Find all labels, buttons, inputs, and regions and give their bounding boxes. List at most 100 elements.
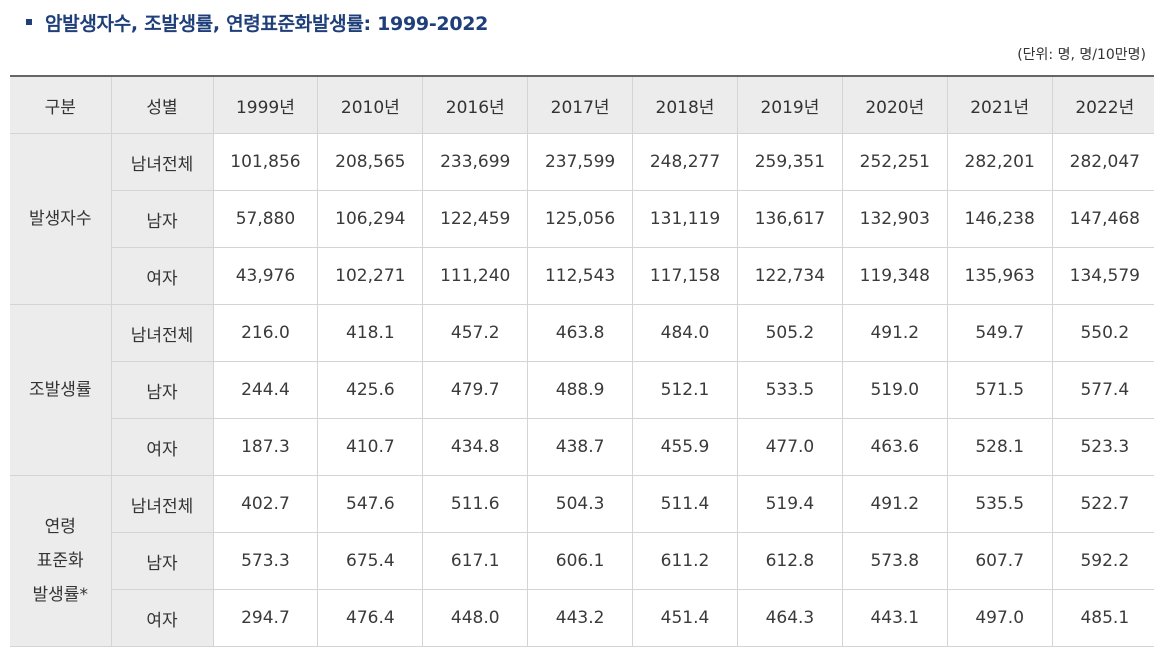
value-cell: 443.1 [841,589,948,647]
value-cell: 512.1 [632,361,738,419]
value-cell: 132,903 [841,190,948,248]
value-cell: 550.2 [1051,304,1154,362]
value-cell: 216.0 [212,304,319,362]
table-row: 여자 187.3 410.7 434.8 438.7 455.9 477.0 463.6 528… [10,418,1154,476]
value-cell: 112,543 [527,247,634,305]
table-row: 남자 573.3 675.4 617.1 606.1 611.2 612.8 573.8 607… [10,532,1154,590]
value-cell: 511.6 [422,475,529,533]
table-row: 연령 표준화 발생률* 남녀전체 402.7 547.6 511.6 504.3 511.4 51… [10,475,1154,647]
value-cell: 131,119 [632,190,738,248]
value-cell: 523.3 [1051,418,1154,476]
value-cell: 146,238 [946,190,1053,248]
header-category: 구분 [10,75,112,134]
header-year: 2020년 [841,75,948,134]
header-year: 2019년 [736,75,843,134]
value-cell: 522.7 [1051,475,1154,533]
header-row: 구분 성별 1999년 2010년 2016년 2017년 2018년 2019년 2020… [10,75,1154,134]
value-cell: 549.7 [946,304,1053,362]
value-cell: 519.4 [736,475,843,533]
value-cell: 136,617 [736,190,843,248]
value-cell: 282,201 [946,133,1053,191]
value-cell: 617.1 [422,532,529,590]
value-cell: 282,047 [1051,133,1154,191]
group-label-line: 표준화 [36,551,84,571]
group-label-line: 발생자수 [28,209,92,229]
value-cell: 101,856 [212,133,319,191]
cancer-incidence-table: 구분 성별 1999년 2010년 2016년 2017년 2018년 2019년 2020… [10,75,1154,647]
value-cell: 504.3 [527,475,634,533]
value-cell: 208,565 [317,133,424,191]
value-cell: 119,348 [841,247,948,305]
value-cell: 675.4 [317,532,424,590]
value-cell: 102,271 [317,247,424,305]
header-year: 2017년 [527,75,634,134]
table-row: 발생자수 남녀전체 101,856 208,565 233,699 237,599 248,… [10,133,1154,305]
value-cell: 491.2 [841,475,948,533]
value-cell: 488.9 [527,361,634,419]
page-title: 암발생자수, 조발생률, 연령표준화발생률: 1999-2022 [45,12,489,35]
square-bullet-icon [26,19,32,25]
value-cell: 252,251 [841,133,948,191]
value-cell: 147,468 [1051,190,1154,248]
table-row: 조발생률 남녀전체 216.0 418.1 457.2 463.8 484.0 505.2 49… [10,304,1154,476]
sex-label: 남자 [111,190,214,248]
value-cell: 122,459 [422,190,529,248]
value-cell: 485.1 [1051,589,1154,647]
value-cell: 187.3 [212,418,319,476]
value-cell: 577.4 [1051,361,1154,419]
value-cell: 443.2 [527,589,634,647]
group-label-line: 연령 [44,517,76,537]
value-cell: 455.9 [632,418,738,476]
value-cell: 134,579 [1051,247,1154,305]
header-year: 2018년 [632,75,738,134]
value-cell: 497.0 [946,589,1053,647]
value-cell: 122,734 [736,247,843,305]
value-cell: 233,699 [422,133,529,191]
sex-label: 여자 [111,418,214,476]
table-row: 여자 294.7 476.4 448.0 443.2 451.4 464.3 443.1 497… [10,589,1154,647]
table-row: 남자 57,880 106,294 122,459 125,056 131,119 136,… [10,190,1154,248]
value-cell: 479.7 [422,361,529,419]
table-row: 남자 244.4 425.6 479.7 488.9 512.1 533.5 519.0 571… [10,361,1154,419]
sex-label: 남녀전체 [110,475,214,533]
value-cell: 535.5 [946,475,1053,533]
value-cell: 606.1 [527,532,634,590]
value-cell: 448.0 [422,589,529,647]
value-cell: 237,599 [527,133,634,191]
sex-label: 여자 [111,247,214,305]
value-cell: 125,056 [527,190,634,248]
value-cell: 425.6 [317,361,424,419]
value-cell: 259,351 [736,133,843,191]
value-cell: 434.8 [422,418,529,476]
value-cell: 106,294 [317,190,424,248]
group-label-line: 발생률* [32,585,88,605]
value-cell: 511.4 [632,475,738,533]
sex-label: 남자 [111,532,214,590]
title-row: 암발생자수, 조발생률, 연령표준화발생률: 1999-2022 [26,8,488,36]
value-cell: 464.3 [736,589,843,647]
sex-label: 남녀전체 [110,133,214,191]
value-cell: 491.2 [841,304,948,362]
value-cell: 451.4 [632,589,738,647]
sex-label: 남자 [111,361,214,419]
header-sex: 성별 [110,75,214,134]
value-cell: 612.8 [736,532,843,590]
value-cell: 611.2 [632,532,738,590]
header-year: 2016년 [422,75,529,134]
value-cell: 111,240 [422,247,529,305]
value-cell: 476.4 [317,589,424,647]
value-cell: 505.2 [736,304,843,362]
value-cell: 117,158 [632,247,738,305]
value-cell: 463.6 [841,418,948,476]
header-year: 1999년 [212,75,319,134]
value-cell: 533.5 [736,361,843,419]
value-cell: 244.4 [212,361,319,419]
sex-label: 여자 [111,589,214,647]
unit-label: (단위: 명, 명/10만명) [1017,47,1146,63]
header-year: 2021년 [946,75,1053,134]
value-cell: 592.2 [1051,532,1154,590]
table-row: 여자 43,976 102,271 111,240 112,543 117,158 122,… [10,247,1154,305]
value-cell: 484.0 [632,304,738,362]
value-cell: 477.0 [736,418,843,476]
